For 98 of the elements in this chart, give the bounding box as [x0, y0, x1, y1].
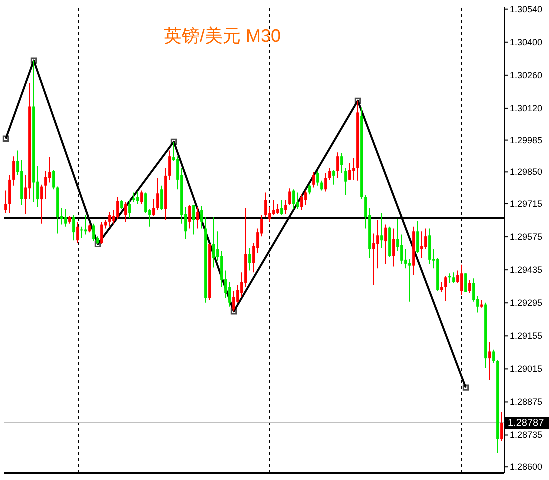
candlestick [488, 342, 492, 381]
candlestick [284, 200, 288, 215]
candlestick [392, 228, 396, 268]
candlestick [316, 170, 320, 186]
candlestick [84, 214, 88, 236]
candlestick [288, 188, 292, 206]
candlestick [336, 152, 340, 179]
candlestick [136, 191, 140, 205]
y-tick-label: 1.29435 [510, 265, 543, 276]
candlestick [140, 190, 144, 205]
point [30, 58, 38, 64]
y-tick-label: 1.29575 [510, 232, 543, 242]
candlestick [108, 212, 112, 228]
candlestick [228, 282, 232, 308]
candlestick [440, 282, 444, 293]
candlestick [416, 220, 420, 254]
candlestick [452, 272, 456, 284]
candlestick [376, 220, 380, 270]
candlestick [196, 206, 200, 230]
point [170, 138, 178, 146]
candlestick [12, 156, 16, 186]
candlestick [248, 248, 252, 272]
candlestick [152, 199, 156, 217]
candlestick [168, 150, 172, 180]
y-tick-label: 1.29015 [510, 364, 543, 374]
candlestick [324, 172, 328, 192]
candlestick [44, 170, 48, 200]
y-tick-label: 1.29715 [510, 199, 543, 210]
y-tick-label: 1.30400 [510, 37, 543, 48]
ref-line-label: 1.28787 [508, 418, 545, 429]
candlestick [212, 216, 216, 268]
candlestick [100, 221, 104, 245]
candlestick [308, 184, 312, 196]
candlestick [320, 180, 324, 192]
candlestick [280, 200, 284, 216]
y-tick-label: 1.28875 [510, 397, 543, 408]
candlestick [132, 192, 136, 203]
candlestick [40, 184, 44, 224]
candlestick [76, 221, 80, 244]
candlestick [92, 223, 96, 242]
y-tick-label: 1.28600 [510, 462, 543, 472]
candlestick [80, 226, 84, 239]
point [354, 98, 362, 104]
candlestick [372, 233, 376, 286]
candlestick [276, 204, 280, 215]
candlestick [52, 170, 56, 190]
candlestick [460, 264, 464, 296]
candlestick [296, 192, 300, 210]
candlestick [404, 248, 408, 270]
candlestick [124, 202, 128, 222]
candlestick [144, 192, 148, 214]
candlestick [492, 349, 496, 364]
candlestick [116, 196, 120, 220]
candlestick [160, 185, 164, 211]
candlestick [312, 172, 316, 188]
candlestick [304, 190, 308, 206]
candlestick [408, 258, 412, 302]
candlestick [292, 189, 296, 210]
candlestick [348, 162, 352, 180]
point [462, 384, 470, 391]
candlestick [328, 168, 332, 180]
candlestick [344, 168, 348, 196]
candlestick [48, 157, 52, 184]
candlestick [500, 412, 504, 442]
y-tick-label: 1.29295 [510, 298, 543, 308]
candlestick [444, 276, 448, 302]
candlestick [232, 290, 236, 312]
y-tick-label: 1.30540 [510, 4, 543, 14]
candlestick [420, 231, 424, 259]
candlestick [340, 153, 344, 174]
candlestick [64, 208, 68, 228]
candlestick [72, 214, 76, 242]
candlestick [128, 200, 132, 218]
candlestick [4, 190, 8, 214]
candlestick [468, 280, 472, 294]
y-tick-label: 1.29985 [510, 135, 543, 146]
candlestick [424, 228, 428, 250]
point [94, 241, 102, 248]
candlestick [272, 200, 276, 216]
y-tick-label: 1.30120 [510, 103, 543, 114]
candlestick [188, 204, 192, 230]
candlestick [200, 206, 204, 230]
y-tick-label: 1.29850 [510, 167, 543, 178]
y-tick-label: 1.28735 [510, 430, 543, 440]
candlestick [300, 194, 304, 211]
candlestick [156, 178, 160, 211]
candlestick [400, 234, 404, 264]
y-tick-label: 1.30260 [510, 70, 543, 80]
candlestick [264, 192, 268, 218]
text: 英镑/美元 M30 [164, 26, 282, 46]
candlestick [352, 158, 356, 180]
candlestick [380, 212, 384, 249]
candlestick [192, 204, 196, 236]
candlestick [384, 224, 388, 264]
candlestick [332, 170, 336, 186]
point [2, 136, 10, 142]
point [230, 308, 238, 315]
y-tick-label: 1.29155 [510, 331, 543, 342]
